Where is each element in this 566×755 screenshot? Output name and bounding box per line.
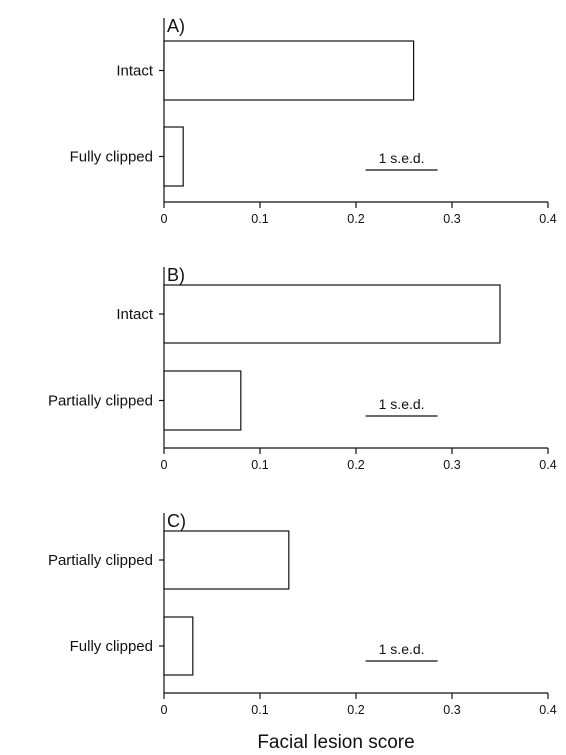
x-tick-label: 0.2 [347, 458, 364, 472]
x-tick-label: 0.4 [539, 212, 556, 226]
bar-partially-clipped [163, 530, 290, 590]
bar-intact [163, 284, 501, 344]
bar-fully-clipped [163, 616, 194, 676]
category-label: Intact [116, 306, 154, 323]
sed-label: 1 s.e.d. [379, 641, 425, 657]
x-axis-title: Facial lesion score [257, 732, 414, 753]
category-label: Intact [116, 63, 154, 80]
panel-title: B) [167, 265, 185, 285]
panel-title: C) [167, 511, 186, 531]
panel-title: A) [167, 16, 185, 36]
x-tick-label: 0.2 [347, 703, 364, 717]
x-tick-label: 0.4 [539, 703, 556, 717]
bar-intact [163, 40, 415, 101]
x-tick-label: 0.1 [251, 703, 268, 717]
x-tick-label: 0 [161, 458, 168, 472]
sed-label: 1 s.e.d. [379, 150, 425, 166]
x-tick-label: 0 [161, 212, 168, 226]
panel-a: A) Intact Fully clipped 0 0.1 0.2 0.3 0.4 1 s.e.… [70, 16, 557, 226]
category-label: Partially clipped [48, 393, 153, 410]
x-tick-label: 0 [161, 703, 168, 717]
bar-fully-clipped [163, 126, 184, 187]
x-tick-label: 0.1 [251, 212, 268, 226]
sed-label: 1 s.e.d. [379, 396, 425, 412]
x-tick-label: 0.3 [443, 458, 460, 472]
category-label: Partially clipped [48, 552, 153, 569]
x-tick-label: 0.3 [443, 212, 460, 226]
category-label: Fully clipped [70, 149, 153, 166]
x-tick-label: 0.2 [347, 212, 364, 226]
x-tick-label: 0.4 [539, 458, 556, 472]
bar-partially-clipped [163, 370, 242, 431]
x-tick-label: 0.1 [251, 458, 268, 472]
x-tick-label: 0.3 [443, 703, 460, 717]
category-label: Fully clipped [70, 638, 153, 655]
panel-b: B) Intact Partially clipped 0 0.1 0.2 0.3 0.4 1 … [48, 265, 557, 472]
panel-c: C) Partially clipped Fully clipped 0 0.1 0.2 0… [48, 511, 557, 717]
